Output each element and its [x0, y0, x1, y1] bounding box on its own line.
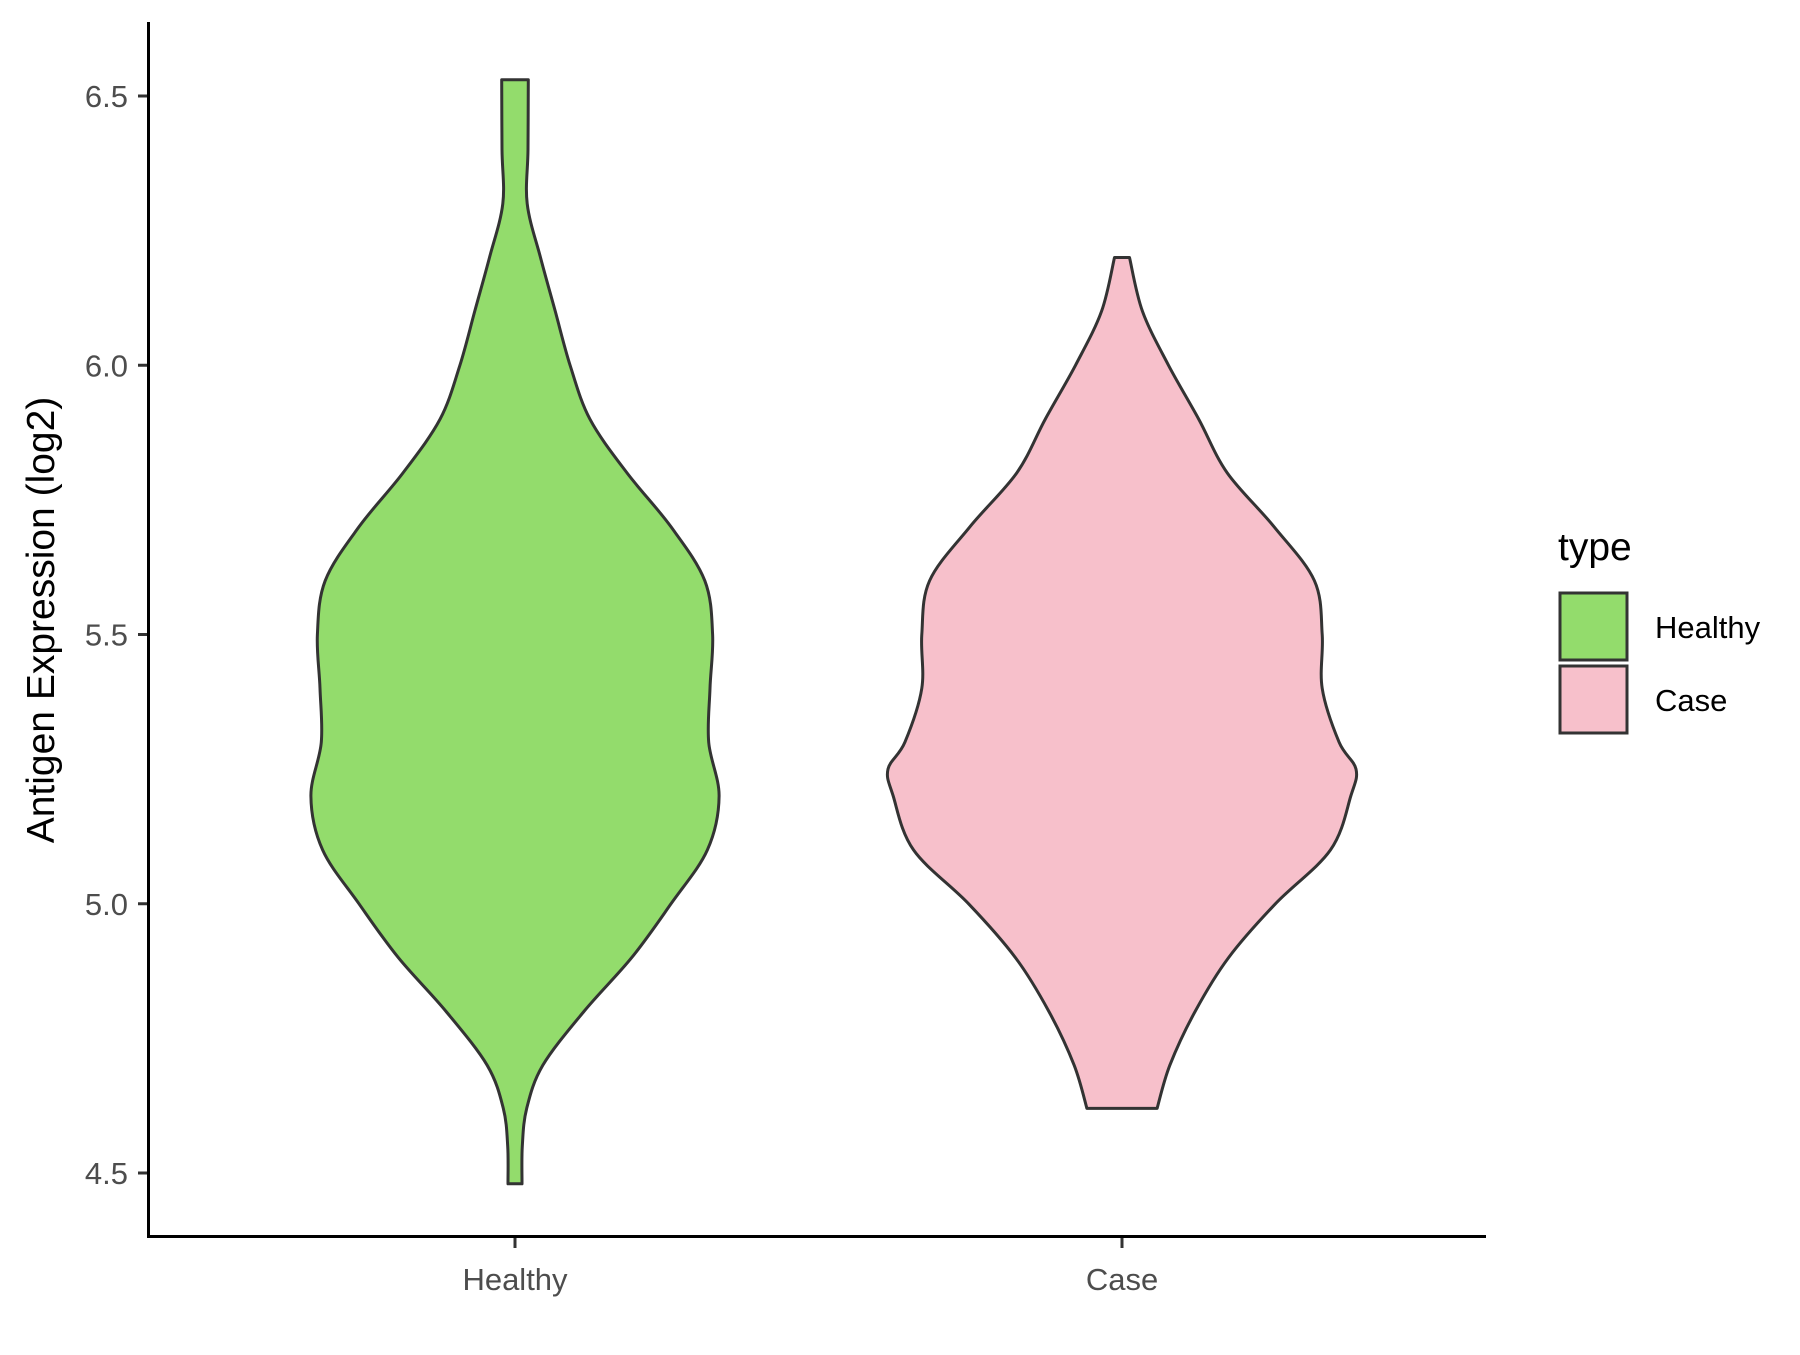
legend-key-healthy: [1558, 591, 1629, 662]
y-tick-label: 6.0: [85, 348, 128, 383]
legend: type Healthy Case: [1558, 526, 1761, 735]
legend-key-case: [1558, 664, 1629, 735]
violin-layer: [309, 78, 1359, 1186]
legend-label-healthy: Healthy: [1655, 610, 1761, 645]
y-tick-label: 6.5: [85, 79, 128, 114]
x-axis-ticks: Healthy Case: [462, 1238, 1158, 1297]
violin-case: [885, 256, 1359, 1110]
y-axis-title: Antigen Expression (log2): [20, 397, 63, 844]
y-tick-label: 5.0: [85, 887, 128, 922]
y-axis-ticks: 4.5 5.0 5.5 6.0 6.5: [85, 79, 148, 1191]
y-tick-label: 5.5: [85, 618, 128, 653]
violin-healthy: [309, 78, 721, 1186]
legend-title: type: [1558, 526, 1632, 569]
x-tick-label: Healthy: [462, 1262, 568, 1297]
legend-label-case: Case: [1655, 683, 1727, 718]
y-tick-label: 4.5: [85, 1156, 128, 1191]
x-tick-label: Case: [1086, 1262, 1158, 1297]
